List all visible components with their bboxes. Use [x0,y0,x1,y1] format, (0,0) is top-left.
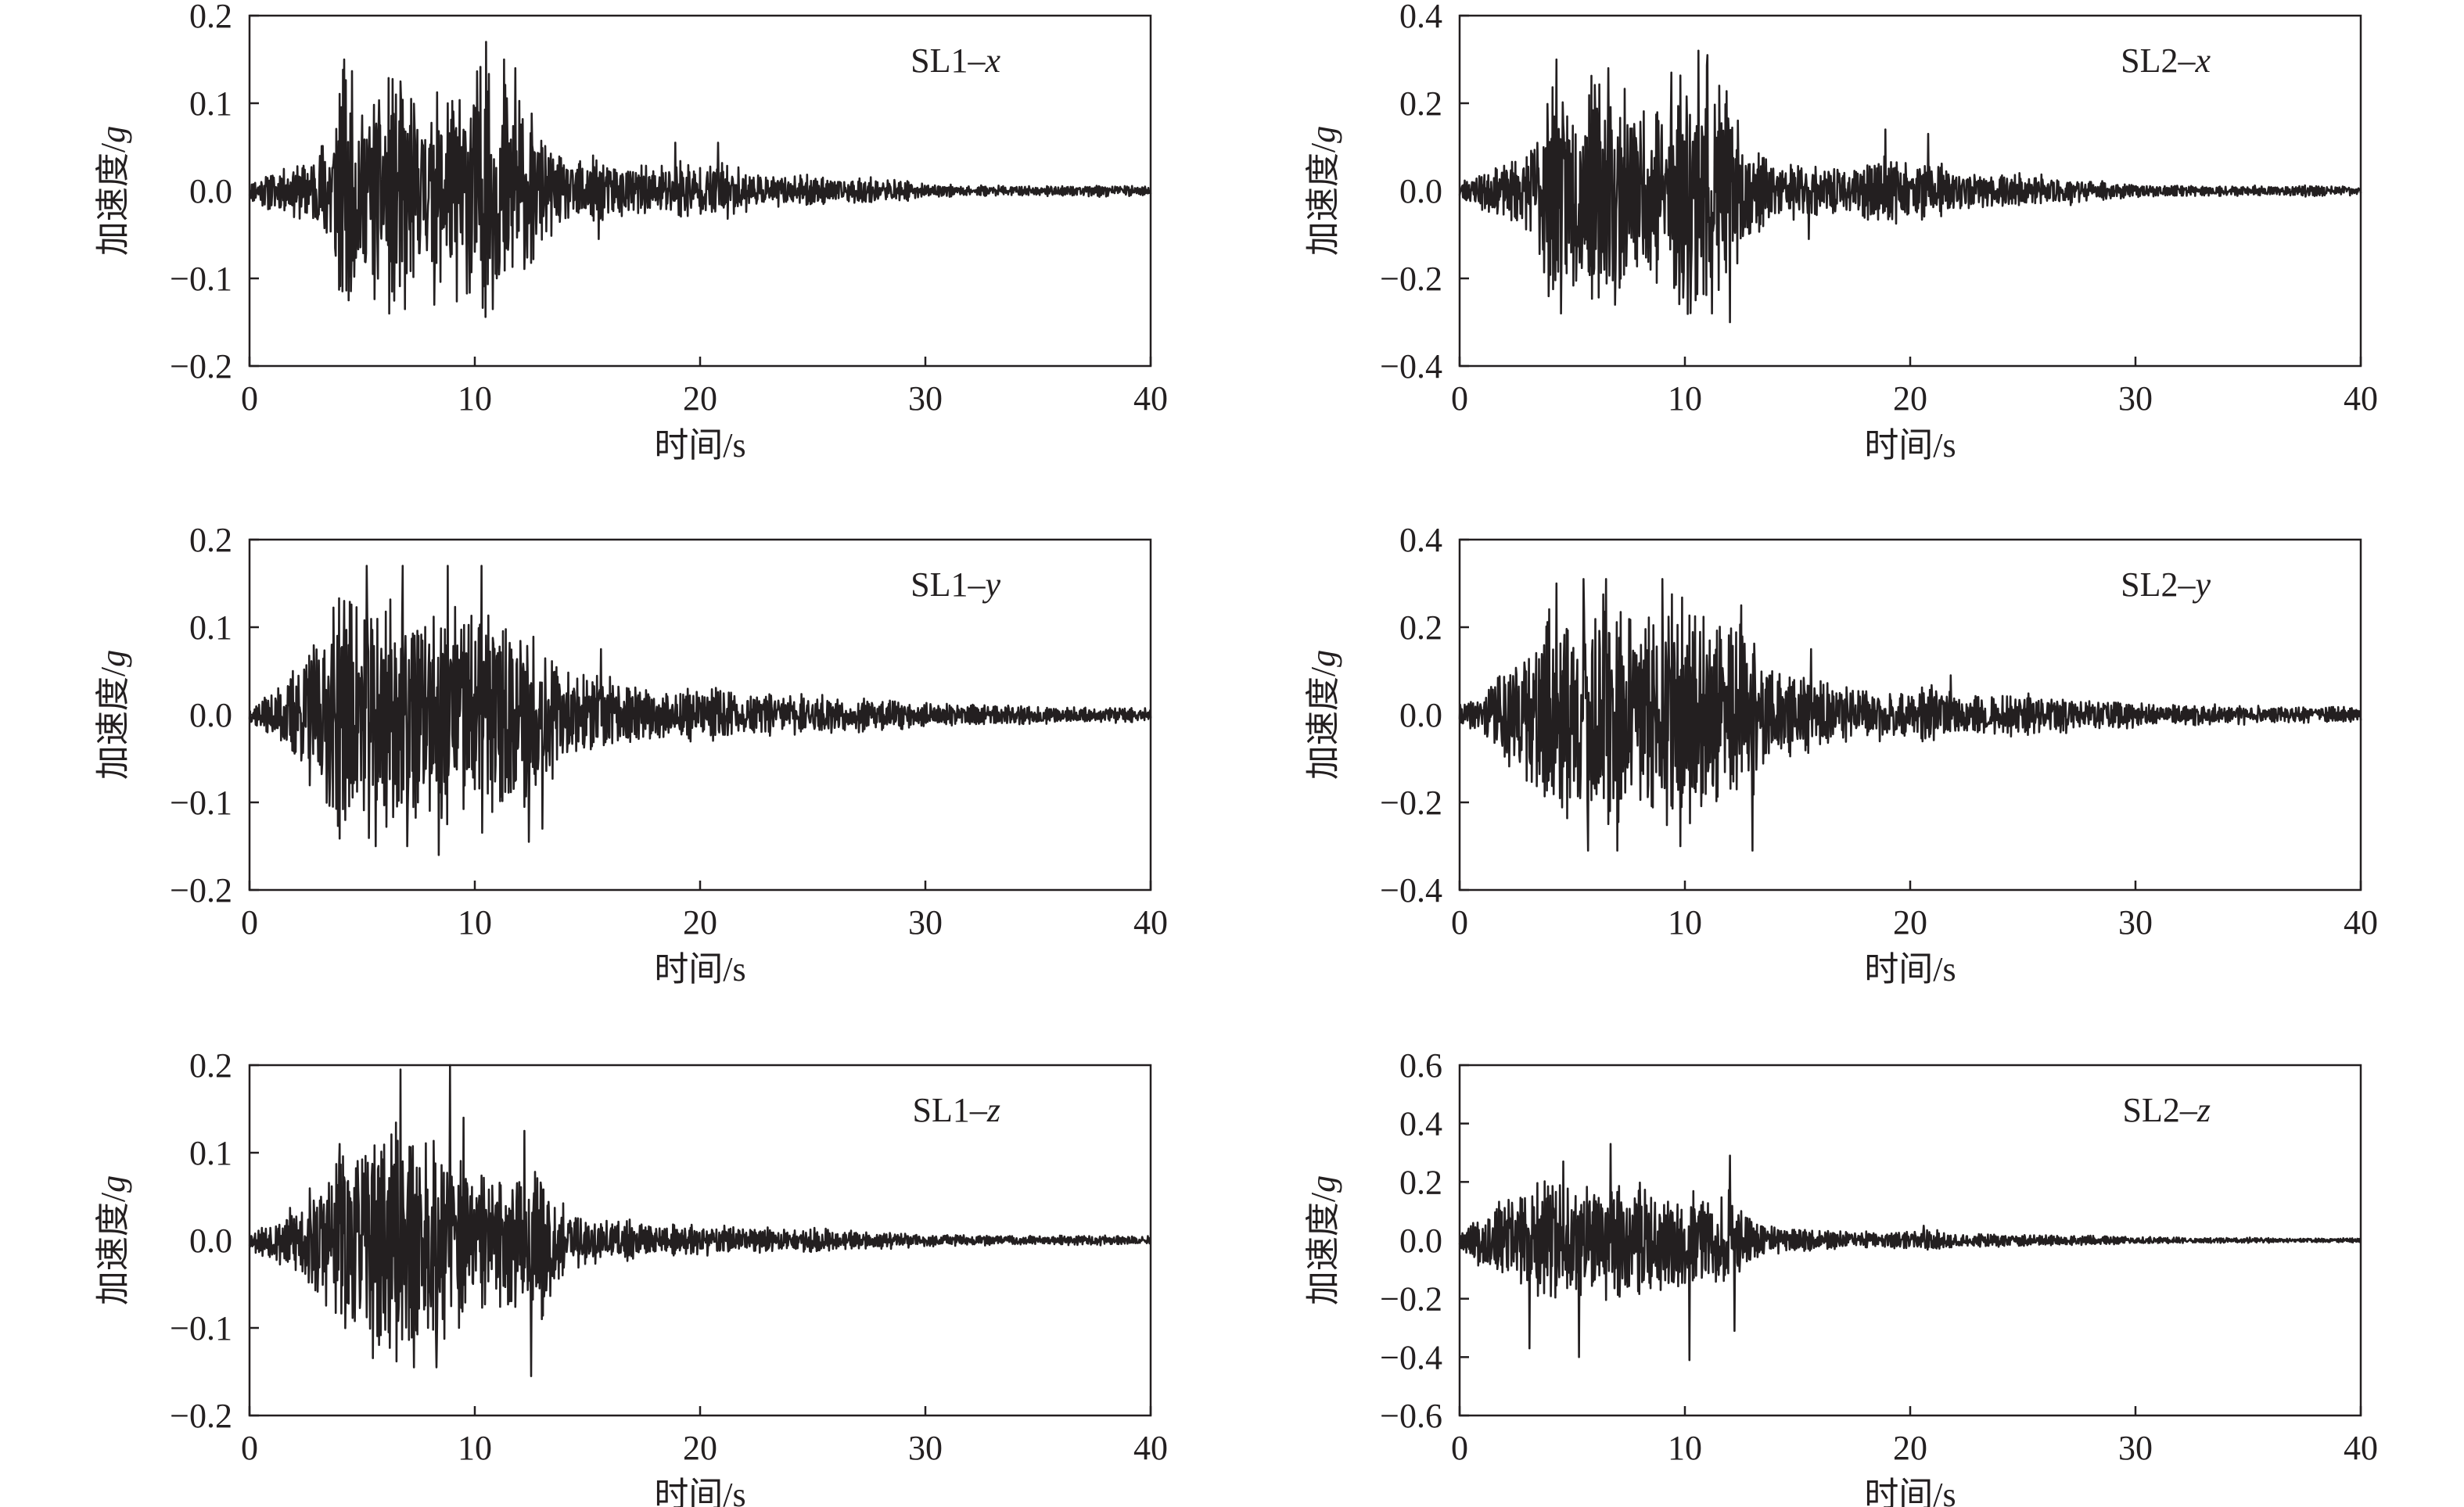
chart-panel-sl1-x: 0 10 20 30 40 −0.2 −0.1 0.0 0.1 0.2 时间/s 加速度/g SL1–x [94,0,1168,465]
x-tick-label: 30 [908,379,943,418]
x-axis-label: 时间/s [1864,426,1956,465]
x-axis-label: 时间/s [1864,1476,1956,1507]
x-tick-label: 10 [458,1429,492,1467]
x-tick-label: 30 [2118,379,2153,418]
y-tick-label: 0.6 [1399,1046,1442,1085]
x-tick-label: 20 [1893,379,1927,418]
y-axis-label: 加速度/g [1304,650,1342,780]
y-tick-label: 0.4 [1399,1105,1442,1143]
x-tick-label: 10 [1668,379,1702,418]
x-axis-label: 时间/s [654,950,745,989]
y-tick-label: −0.2 [1380,1280,1442,1319]
y-tick-label: 0.0 [189,172,232,210]
x-tick-label: 10 [458,903,492,942]
y-tick-label: −0.2 [170,871,232,910]
series-line-sl2-z [1458,1143,2362,1362]
x-tick-label: 40 [1133,1429,1168,1467]
x-tick-label: 30 [2118,903,2153,942]
chart-panel-sl2-z: 0 10 20 30 40 −0.6 −0.4 −0.2 0.0 0.2 0.4 0.6 时间/s 加速度… [1304,1046,2378,1507]
panel-label: SL2–z [2123,1091,2211,1129]
series-line-sl1-z [248,1064,1152,1377]
y-tick-label: 0.2 [189,0,232,35]
x-tick-label: 0 [1451,903,1468,942]
y-tick-label: 0.0 [189,696,232,734]
y-tick-label: 0.0 [1399,696,1442,734]
x-axis-label: 时间/s [654,1476,745,1507]
y-tick-label: −0.2 [1380,784,1442,822]
x-tick-label: 10 [1668,903,1702,942]
y-tick-label: −0.4 [1380,871,1442,910]
panel-label: SL1–x [911,41,1000,80]
chart-panel-sl2-x: 0 10 20 30 40 −0.4 −0.2 0.0 0.2 0.4 时间/s 加速度/g SL2–x [1304,0,2378,465]
panel-label: SL2–y [2121,565,2211,604]
series-line-sl1-y [248,565,1152,856]
y-tick-label: 0.0 [189,1222,232,1260]
y-tick-label: 0.0 [1399,172,1442,210]
x-tick-label: 0 [241,1429,258,1467]
x-tick-label: 20 [1893,903,1927,942]
y-tick-label: 0.2 [1399,84,1442,123]
y-tick-label: −0.1 [170,1309,232,1347]
x-tick-label: 30 [908,903,943,942]
y-tick-label: 0.4 [1399,521,1442,559]
chart-panel-sl1-z: 0 10 20 30 40 −0.2 −0.1 0.0 0.1 0.2 时间/s 加速度/g SL1–z [94,1046,1168,1507]
x-axis-label: 时间/s [1864,950,1956,989]
y-tick-label: −0.2 [170,1397,232,1435]
x-tick-label: 40 [1133,903,1168,942]
y-tick-label: 0.2 [189,521,232,559]
panel-label: SL1–y [911,565,1000,604]
y-axis-label: 加速度/g [94,650,132,780]
y-tick-label: 0.2 [1399,608,1442,647]
panel-label: SL1–z [913,1091,1000,1129]
x-tick-label: 0 [1451,1429,1468,1467]
x-tick-label: 40 [2344,1429,2378,1467]
y-tick-label: −0.4 [1380,1338,1442,1376]
x-tick-label: 30 [2118,1429,2153,1467]
chart-panel-sl2-y: 0 10 20 30 40 −0.4 −0.2 0.0 0.2 0.4 时间/s 加速度/g SL2–y [1304,521,2378,989]
x-tick-label: 0 [1451,379,1468,418]
y-tick-label: 0.1 [189,608,232,647]
x-tick-label: 20 [683,1429,717,1467]
y-tick-label: −0.1 [170,260,232,298]
series-line-sl2-y [1458,578,2362,852]
x-tick-label: 0 [241,379,258,418]
y-axis-label: 加速度/g [94,1175,132,1305]
chart-panel-sl1-y: 0 10 20 30 40 −0.2 −0.1 0.0 0.1 0.2 时间/s 加速度/g SL1–y [94,521,1168,989]
x-tick-label: 20 [683,903,717,942]
series-line-sl2-x [1458,49,2362,324]
y-tick-label: −0.4 [1380,347,1442,386]
x-tick-label: 40 [2344,903,2378,942]
x-tick-label: 20 [683,379,717,418]
x-tick-label: 40 [2344,379,2378,418]
y-axis-label: 加速度/g [1304,126,1342,256]
y-tick-label: −0.6 [1380,1397,1442,1435]
y-axis-label: 加速度/g [1304,1175,1342,1305]
x-tick-label: 10 [1668,1429,1702,1467]
x-tick-label: 10 [458,379,492,418]
y-tick-label: 0.0 [1399,1222,1442,1260]
y-tick-label: 0.2 [1399,1163,1442,1201]
panel-label: SL2–x [2121,41,2211,80]
y-tick-label: 0.2 [189,1046,232,1085]
series-line-sl1-x [248,41,1152,318]
y-tick-label: −0.1 [170,784,232,822]
y-tick-label: 0.1 [189,84,232,123]
y-tick-label: 0.1 [189,1134,232,1172]
y-axis-label: 加速度/g [94,126,132,256]
y-tick-label: −0.2 [170,347,232,386]
x-axis-label: 时间/s [654,426,745,465]
y-tick-label: 0.4 [1399,0,1442,35]
x-tick-label: 0 [241,903,258,942]
x-tick-label: 20 [1893,1429,1927,1467]
y-tick-label: −0.2 [1380,260,1442,298]
x-tick-label: 40 [1133,379,1168,418]
x-tick-label: 30 [908,1429,943,1467]
